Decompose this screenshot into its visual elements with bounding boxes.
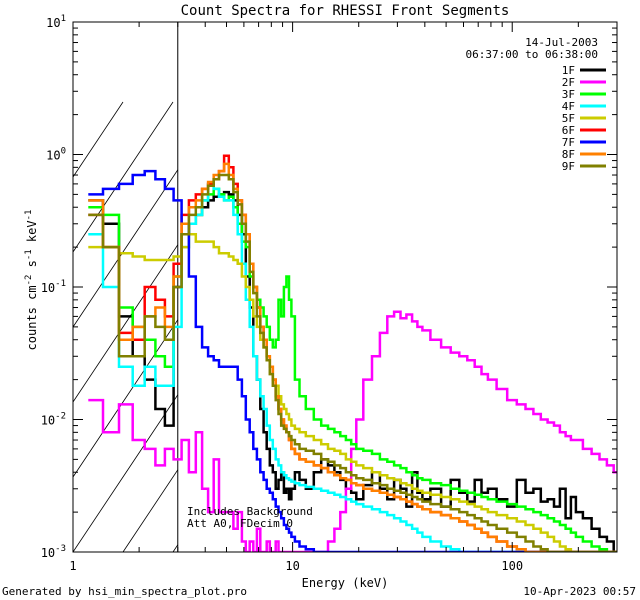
series-line-9F [88, 173, 617, 552]
legend-label-9F: 9F [562, 160, 575, 173]
x-tick-labels: 1 10 100 [69, 559, 523, 573]
series-line-5F [88, 233, 617, 552]
series-line-7F [88, 169, 617, 552]
axis-ticks [72, 21, 618, 553]
y-tick-label: 10-2 [41, 412, 66, 428]
date-label: 14-Jul-2003 [525, 36, 598, 49]
hatch-line [623, 102, 640, 552]
annotation-background: Includes Background [187, 505, 313, 518]
y-tick-label: 10-3 [41, 544, 66, 560]
footer-date: 10-Apr-2023 00:57 [523, 585, 636, 598]
legend-label-8F: 8F [562, 148, 575, 161]
legend-label-3F: 3F [562, 88, 575, 101]
legend-label-7F: 7F [562, 136, 575, 149]
x-tick-label: 100 [501, 559, 523, 573]
chart-title: Count Spectra for RHESSI Front Segments [181, 3, 510, 19]
legend-label-4F: 4F [562, 100, 575, 113]
y-tick-label: 101 [46, 14, 66, 30]
hatch-line [0, 102, 23, 552]
x-axis-label: Energy (keV) [302, 576, 389, 590]
x-tick-label: 1 [69, 559, 76, 573]
series-line-2F [88, 310, 617, 552]
legend-label-2F: 2F [562, 76, 575, 89]
hatch-line [73, 101, 224, 328]
legend-label-5F: 5F [562, 112, 575, 125]
x-tick-label: 10 [285, 559, 299, 573]
y-tick-label: 10-1 [41, 279, 66, 295]
y-tick-labels: 10-3 10-2 10-1 100 101 [41, 14, 66, 560]
hatch-line [73, 101, 124, 178]
y-tick-label: 100 [46, 147, 66, 163]
hatch-mask [177, 22, 617, 552]
legend-label-1F: 1F [562, 64, 575, 77]
legend-label-6F: 6F [562, 124, 575, 137]
hatch-line [73, 101, 174, 253]
series-group [88, 154, 617, 552]
time-range-label: 06:37:00 to 06:38:00 [466, 48, 598, 61]
shaded-region [0, 22, 640, 552]
annotation-attenuator: Att A0, FDecim 0 [187, 517, 293, 530]
footer-generator: Generated by hsi_min_spectra_plot.pro [2, 585, 247, 598]
y-axis-label: counts cm-2 s-1 keV-1 [24, 210, 39, 351]
